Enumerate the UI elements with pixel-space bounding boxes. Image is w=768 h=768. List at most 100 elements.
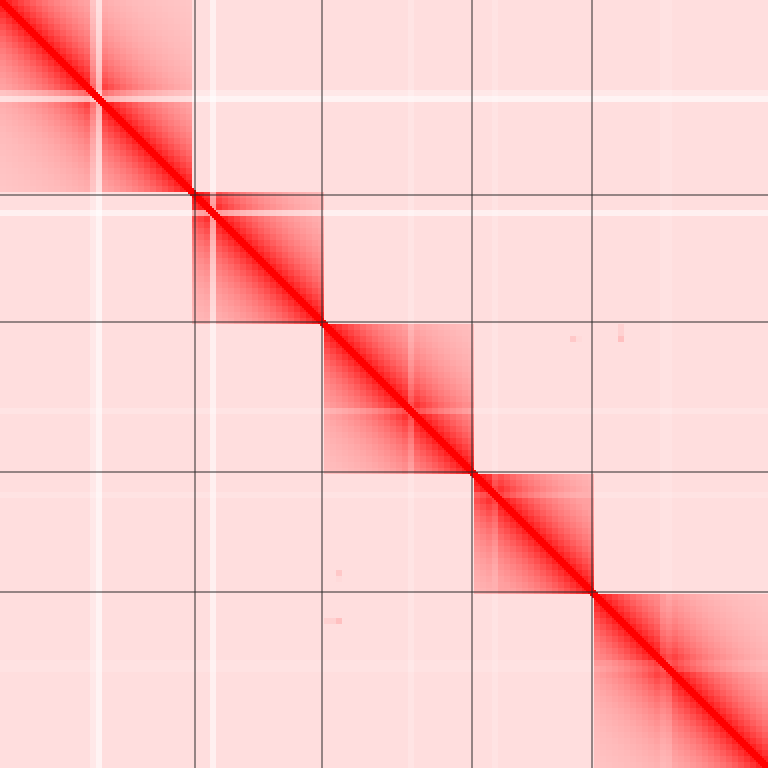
heatmap-cell — [312, 150, 319, 157]
heatmap-cell — [306, 156, 313, 163]
heatmap-cell — [654, 144, 661, 151]
heatmap-cell — [750, 18, 757, 25]
heatmap-cell — [690, 174, 697, 181]
heatmap-cell — [432, 156, 439, 163]
heatmap-cell — [270, 54, 277, 61]
heatmap-cell — [522, 168, 529, 175]
heatmap-cell — [534, 180, 541, 187]
heatmap-cell — [12, 60, 19, 67]
heatmap-cell — [204, 54, 211, 61]
heatmap-cell — [516, 12, 523, 19]
heatmap-cell — [354, 162, 361, 169]
heatmap-cell — [462, 108, 469, 115]
heatmap-cell — [648, 138, 655, 145]
heatmap-cell — [324, 204, 331, 211]
heatmap-cell — [48, 54, 55, 61]
heatmap-cell — [714, 24, 721, 31]
heatmap-cell — [294, 78, 301, 85]
heatmap-cell — [618, 54, 625, 61]
heatmap-cell — [186, 90, 193, 97]
heatmap-cell — [702, 0, 709, 7]
heatmap-cell — [606, 0, 613, 7]
heatmap-cell — [408, 78, 415, 85]
heatmap-cell — [312, 210, 319, 217]
heatmap-cell — [708, 144, 715, 151]
heatmap-cell — [360, 42, 367, 49]
heatmap-cell — [396, 12, 403, 19]
heatmap-cell — [390, 156, 397, 163]
heatmap-cell — [324, 168, 331, 175]
heatmap-cell — [690, 210, 697, 217]
heatmap-cell — [396, 120, 403, 127]
heatmap-cell — [414, 66, 421, 73]
heatmap-cell — [114, 132, 121, 139]
heatmap-cell — [408, 204, 415, 211]
heatmap-cell — [252, 126, 259, 133]
heatmap-cell — [60, 6, 67, 13]
heatmap-cell — [186, 150, 193, 157]
heatmap-cell — [228, 156, 235, 163]
heatmap-cell — [288, 180, 295, 187]
heatmap-cell — [66, 162, 73, 169]
heatmap-cell — [756, 36, 763, 43]
heatmap-cell — [450, 66, 457, 73]
heatmap-cell — [696, 102, 703, 109]
heatmap-cell — [246, 162, 253, 169]
heatmap-cell — [180, 162, 187, 169]
heatmap-cell — [594, 96, 601, 103]
heatmap-cell — [60, 30, 67, 37]
heatmap-cell — [492, 72, 499, 79]
heatmap-cell — [48, 222, 55, 229]
heatmap-cell — [522, 48, 529, 55]
heatmap-cell — [600, 18, 607, 25]
heatmap-cell — [372, 132, 379, 139]
heatmap-cell — [630, 84, 637, 91]
heatmap-cell — [162, 72, 169, 79]
heatmap-cell — [90, 12, 97, 19]
heatmap-cell — [750, 96, 757, 103]
heatmap-cell — [594, 84, 601, 91]
heatmap-cell — [756, 204, 763, 211]
heatmap-cell — [714, 42, 721, 49]
heatmap-cell — [414, 30, 421, 37]
heatmap-cell — [210, 150, 217, 157]
heatmap-cell — [594, 108, 601, 115]
heatmap-cell — [714, 30, 721, 37]
heatmap-cell — [726, 18, 733, 25]
heatmap-cell — [132, 156, 139, 163]
heatmap-cell — [492, 42, 499, 49]
heatmap-cell — [756, 120, 763, 127]
heatmap-cell — [522, 12, 529, 19]
heatmap-cell — [504, 216, 511, 223]
heatmap-cell — [642, 156, 649, 163]
heatmap-cell — [270, 66, 277, 73]
heatmap-cell — [18, 6, 25, 13]
heatmap-cell — [264, 216, 271, 223]
heatmap-cell — [576, 198, 583, 205]
heatmap-cell — [354, 222, 361, 229]
heatmap-cell — [492, 162, 499, 169]
heatmap-cell — [672, 144, 679, 151]
heatmap-cell — [180, 36, 187, 43]
heatmap-cell — [150, 0, 157, 7]
heatmap-cell — [66, 102, 73, 109]
heatmap-cell — [456, 24, 463, 31]
heatmap-cell — [90, 216, 97, 223]
heatmap-cell — [198, 6, 205, 13]
heatmap-cell — [606, 60, 613, 67]
heatmap-cell — [696, 186, 703, 193]
heatmap-cell — [126, 186, 133, 193]
heatmap-cell — [240, 54, 247, 61]
heatmap-cell — [300, 174, 307, 181]
heatmap-cell — [696, 150, 703, 157]
heatmap-cell — [636, 126, 643, 133]
heatmap-cell — [54, 96, 61, 103]
heatmap-cell — [408, 6, 415, 13]
heatmap-cell — [204, 222, 211, 229]
heatmap-cell — [732, 12, 739, 19]
heatmap-cell — [36, 24, 43, 31]
heatmap-cell — [486, 216, 493, 223]
heatmap-cell — [594, 216, 601, 223]
heatmap-cell — [240, 6, 247, 13]
heatmap-cell — [648, 198, 655, 205]
